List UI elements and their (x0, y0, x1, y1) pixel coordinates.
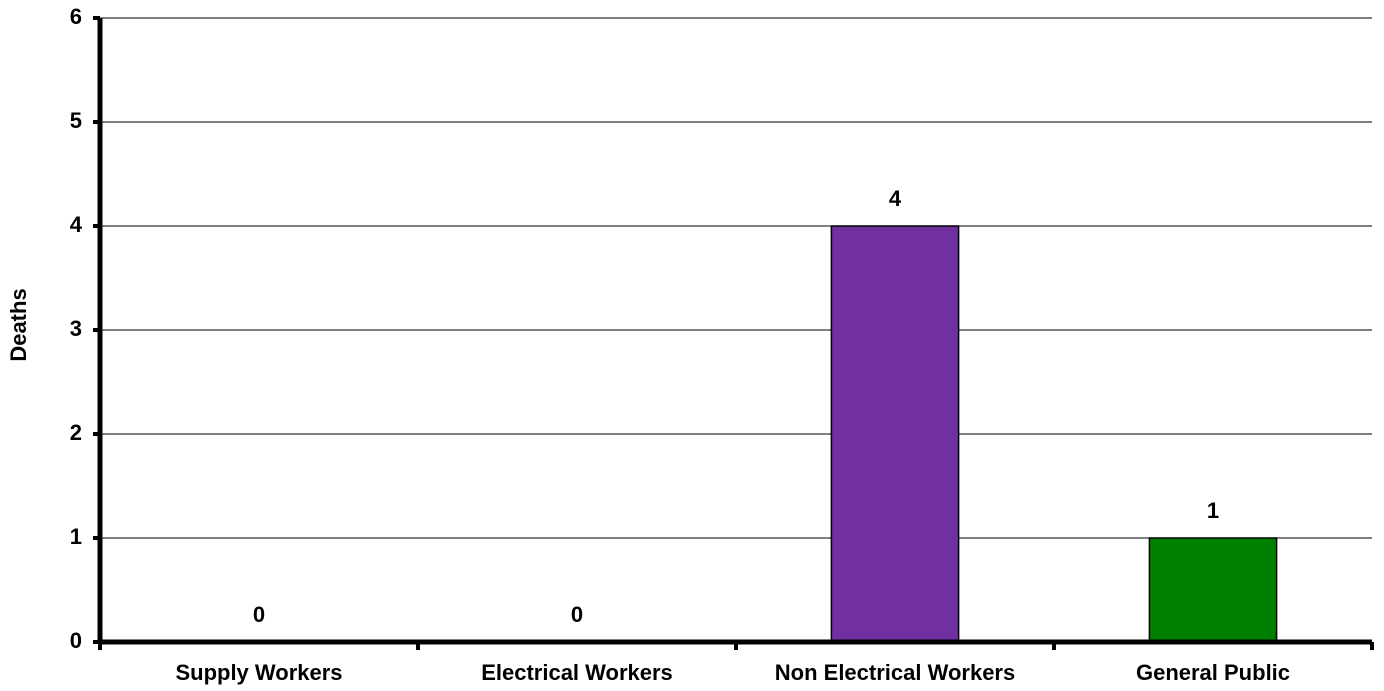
value-label: 1 (1207, 498, 1219, 523)
y-tick-label: 6 (70, 4, 82, 29)
y-tick-label: 2 (70, 420, 82, 445)
y-tick-label: 3 (70, 316, 82, 341)
x-tick-label: Non Electrical Workers (775, 660, 1015, 685)
value-label: 0 (253, 602, 265, 627)
x-tick-label: Supply Workers (175, 660, 342, 685)
y-tick-label: 1 (70, 524, 82, 549)
y-tick-label: 4 (70, 212, 83, 237)
x-tick-label: Electrical Workers (481, 660, 673, 685)
x-tick-label: General Public (1136, 660, 1290, 685)
y-axis-label: Deaths (6, 288, 31, 361)
bar (1148, 537, 1278, 643)
y-tick-label: 0 (70, 628, 82, 653)
value-label: 4 (889, 186, 902, 211)
bar (830, 225, 960, 643)
y-tick-label: 5 (70, 108, 82, 133)
value-label: 0 (571, 602, 583, 627)
